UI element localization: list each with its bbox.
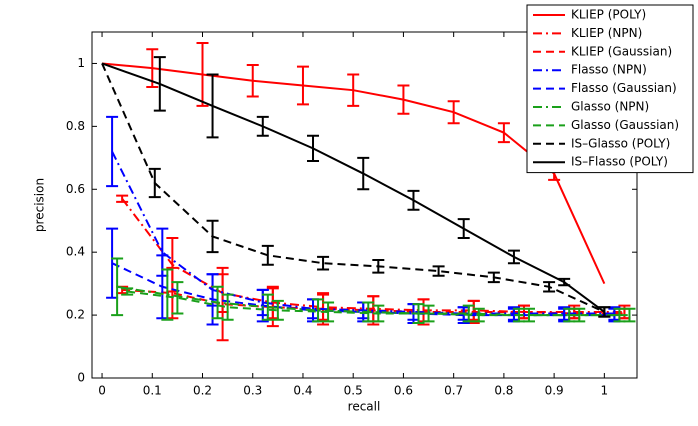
error-bar bbox=[106, 227, 119, 299]
error-bar bbox=[422, 304, 435, 323]
error-bar bbox=[467, 299, 480, 324]
error-bar bbox=[367, 295, 380, 326]
error-bar bbox=[397, 84, 410, 115]
x-tick-label: 0.3 bbox=[243, 384, 262, 398]
error-bar bbox=[261, 244, 274, 266]
error-bar bbox=[206, 219, 219, 254]
error-bar bbox=[372, 304, 385, 323]
error-bar bbox=[517, 304, 530, 320]
y-tick-label: 0.2 bbox=[66, 308, 85, 322]
error-bar bbox=[271, 299, 284, 321]
error-bar bbox=[523, 307, 536, 323]
error-bar bbox=[121, 287, 134, 296]
error-bar bbox=[457, 306, 470, 324]
error-bar bbox=[432, 265, 445, 277]
legend-label: KLIEP (POLY) bbox=[571, 8, 646, 22]
error-bar bbox=[472, 307, 485, 323]
error-bar bbox=[372, 259, 385, 274]
x-tick-label: 0.4 bbox=[293, 384, 312, 398]
error-bar bbox=[296, 65, 309, 106]
legend-label: IS–Glasso (POLY) bbox=[571, 136, 670, 150]
x-axis-label: recall bbox=[348, 400, 381, 414]
error-bar bbox=[111, 257, 124, 317]
legend-label: Glasso (Gaussian) bbox=[571, 118, 679, 132]
error-bar bbox=[166, 266, 179, 320]
plot-frame bbox=[91, 31, 638, 379]
series-layer bbox=[101, 42, 636, 342]
x-tick-label: 0.9 bbox=[545, 384, 564, 398]
error-bar bbox=[558, 277, 571, 287]
error-bar bbox=[261, 293, 274, 321]
y-tick-label: 0.8 bbox=[66, 119, 85, 133]
x-tick-label: 0.5 bbox=[344, 384, 363, 398]
error-bar bbox=[322, 301, 335, 323]
error-bar bbox=[256, 115, 269, 137]
y-tick-label: 0 bbox=[77, 371, 85, 385]
legend-label: Flasso (NPN) bbox=[571, 63, 647, 77]
error-bar bbox=[362, 301, 375, 323]
error-bar bbox=[497, 122, 510, 144]
x-tick-label: 0.2 bbox=[193, 384, 212, 398]
error-bar bbox=[307, 134, 320, 162]
error-bar bbox=[206, 273, 219, 326]
error-bar bbox=[216, 266, 229, 342]
y-tick-label: 1 bbox=[77, 56, 85, 70]
error-bar bbox=[357, 156, 370, 191]
error-bar bbox=[171, 281, 184, 315]
error-bar bbox=[347, 73, 360, 107]
error-bar bbox=[613, 307, 626, 323]
legend-label: Flasso (Gaussian) bbox=[571, 81, 677, 95]
error-bar bbox=[196, 42, 209, 107]
error-bar bbox=[598, 306, 611, 318]
legend-label: IS–Flasso (POLY) bbox=[571, 155, 668, 169]
error-bar bbox=[312, 298, 325, 323]
error-bar bbox=[317, 255, 330, 271]
error-bar bbox=[116, 194, 129, 203]
error-bar bbox=[407, 189, 420, 211]
error-bar bbox=[161, 268, 174, 321]
error-bar bbox=[573, 307, 586, 323]
error-bar bbox=[543, 281, 556, 293]
error-bar bbox=[507, 249, 520, 265]
legend-label: KLIEP (Gaussian) bbox=[571, 44, 672, 58]
x-tick-label: 0 bbox=[98, 384, 106, 398]
legend-label: KLIEP (NPN) bbox=[571, 26, 642, 40]
error-bar bbox=[457, 218, 470, 240]
x-tick-label: 0.8 bbox=[494, 384, 513, 398]
error-bar bbox=[153, 56, 166, 112]
y-tick-label: 0.4 bbox=[66, 245, 85, 259]
x-tick-label: 0.7 bbox=[444, 384, 463, 398]
error-bar bbox=[221, 293, 234, 321]
error-bar bbox=[447, 100, 460, 125]
error-bar bbox=[211, 285, 224, 320]
series-line bbox=[101, 63, 605, 313]
legend-label: Glasso (NPN) bbox=[571, 100, 649, 114]
error-bar bbox=[156, 254, 169, 320]
y-axis-label: precision bbox=[33, 178, 47, 232]
error-bar bbox=[462, 304, 475, 323]
error-bar bbox=[106, 115, 119, 188]
error-bar bbox=[487, 271, 500, 284]
error-bar bbox=[206, 73, 219, 139]
error-bar bbox=[246, 64, 259, 98]
x-tick-label: 0.6 bbox=[394, 384, 413, 398]
y-tick-label: 0.6 bbox=[66, 182, 85, 196]
error-bar bbox=[148, 167, 161, 199]
x-tick-label: 1 bbox=[601, 384, 609, 398]
error-bar bbox=[623, 307, 636, 323]
x-tick-label: 0.1 bbox=[143, 384, 162, 398]
